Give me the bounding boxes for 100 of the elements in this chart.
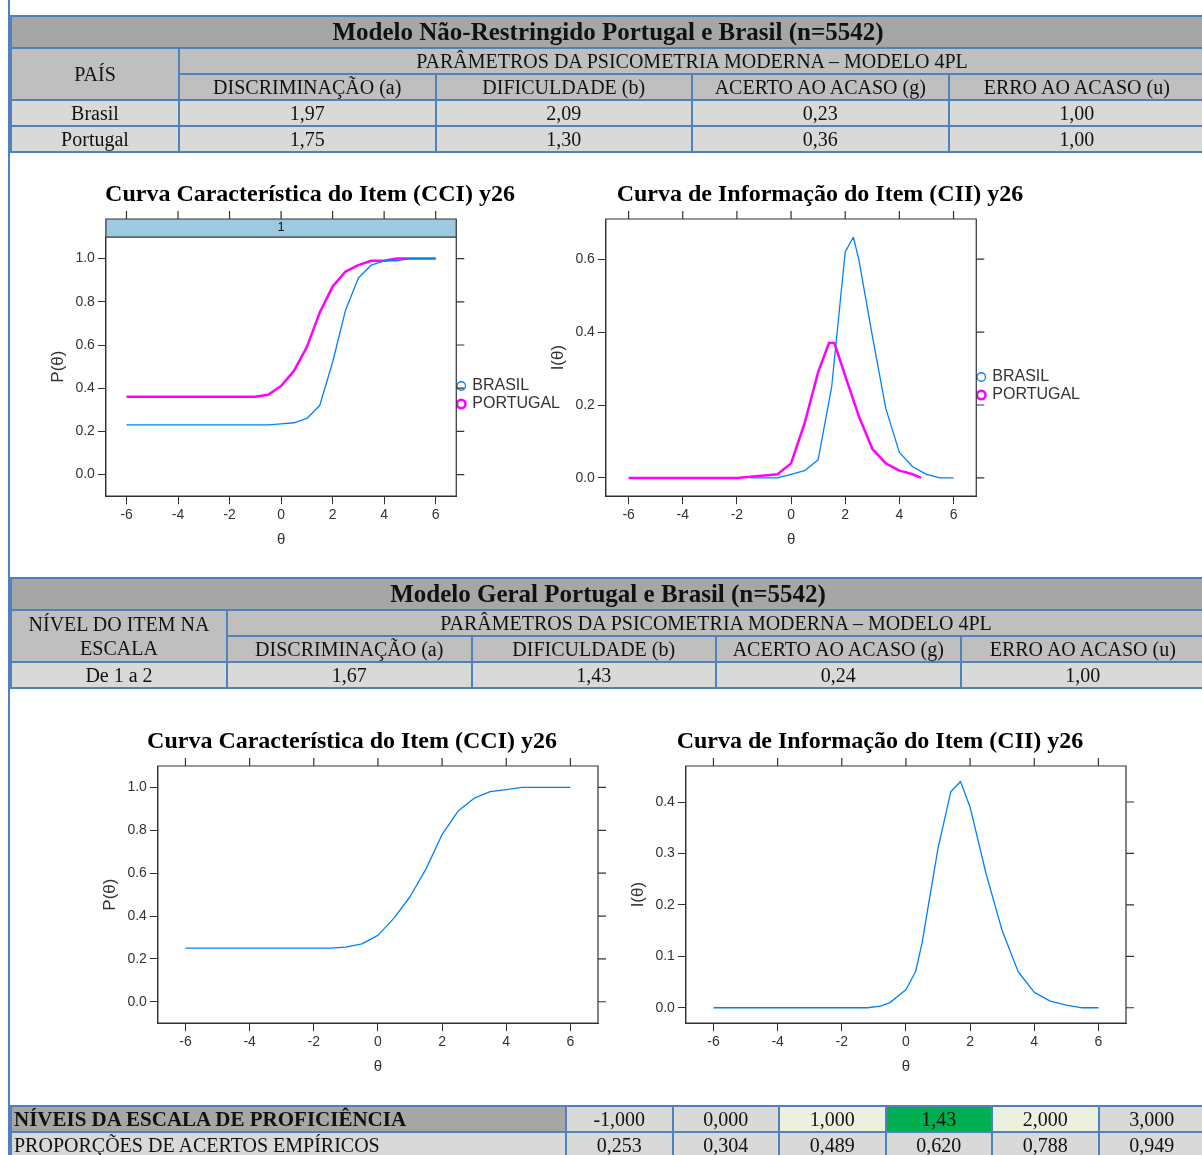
y-tick-label: 0.4 [575,322,596,339]
y-tick-label: 0.6 [127,864,148,881]
text: 1,00 [1059,128,1095,150]
legend-label: BRASIL [992,367,1050,385]
legend-label: PORTUGAL [992,385,1081,403]
text: Modelo Geral Portugal e Brasil (n=5542) [11,578,1202,610]
x-tick-label: 6 [949,506,958,523]
text: 0,304 [703,1134,749,1155]
x-tick-label: -4 [171,506,185,523]
text: 0,788 [1022,1134,1068,1155]
x-tick-label: -4 [676,506,690,523]
category-label: DISCRIMINAÇÃO (a) [179,74,436,100]
category-label: Brasil [71,102,119,124]
category-label: ERRO AO ACASO (u) [960,636,1202,662]
x-tick-label: 0 [374,1033,383,1050]
y-axis-title: I(θ) [547,344,567,371]
text: PAÍS [11,48,179,100]
x-tick-label: -6 [179,1033,192,1050]
text: 0,489 [809,1134,855,1155]
text: 0,24 [820,664,856,686]
x-axis-title: θ [901,1057,911,1075]
text: 1,43 [576,664,612,686]
category-label: ERRO AO ACASO (u) [948,74,1202,100]
y-tick-label: 0.0 [655,998,676,1015]
category-label: DIFICULDADE (b) [471,636,716,662]
x-tick-label: 2 [966,1033,975,1050]
text: 0,000 [703,1108,749,1130]
text: 0,36 [802,128,838,150]
x-tick-label: 2 [328,506,337,523]
x-tick-label: -4 [243,1033,257,1050]
chart-title: Curva Característica do Item (CCI) y26 [146,727,558,754]
y-tick-label: 0.4 [127,906,148,923]
x-tick-label: -4 [771,1033,785,1050]
x-axis-title: θ [276,530,286,548]
y-tick-label: 0.8 [127,821,148,838]
text: 0,949 [1129,1134,1175,1155]
legend-label: BRASIL [472,376,530,394]
x-tick-label: 0 [787,506,796,523]
y-tick-label: 1.0 [127,778,148,795]
category-label: DIFICULDADE (b) [435,74,692,100]
y-tick-label: 0.0 [75,465,96,482]
text: 2,09 [546,102,582,124]
chart-title: Curva de Informação do Item (CII) y26 [675,727,1085,754]
x-tick-label: -2 [730,506,744,523]
y-tick-label: 0.8 [75,292,96,309]
x-tick-label: -6 [622,506,636,523]
category-label: Portugal [61,128,129,150]
y-tick-label: 0.4 [655,792,676,809]
text: 3,000 [1129,1108,1175,1130]
y-tick-label: 1.0 [75,249,96,266]
category-label: DISCRIMINAÇÃO (a) [227,636,472,662]
x-axis-title: θ [373,1057,383,1075]
text: 1,75 [289,128,325,150]
x-tick-label: 2 [438,1033,447,1050]
x-tick-label: -6 [120,506,133,523]
y-tick-label: 0.1 [655,947,676,964]
x-tick-label: 4 [380,506,389,523]
y-tick-label: 0.2 [655,895,676,912]
category-label: NÍVEIS DA ESCALA DE PROFICIÊNCIA [14,1107,407,1131]
text: 0,253 [596,1134,642,1155]
text: 1,67 [331,664,367,686]
x-tick-label: 4 [895,506,904,523]
text: NÍVEL DO ITEM NA ESCALA [11,610,227,662]
y-axis-title: P(θ) [99,878,119,911]
text: 0,23 [802,102,838,124]
y-tick-label: 0.2 [127,949,148,966]
x-tick-label: 2 [841,506,850,523]
text: 1,97 [289,102,325,124]
x-tick-label: -2 [307,1033,321,1050]
text: 1,43 [921,1108,957,1130]
x-tick-label: 6 [431,506,440,523]
x-tick-label: 0 [902,1033,911,1050]
x-tick-label: -2 [835,1033,849,1050]
text: 2,000 [1022,1108,1068,1130]
x-tick-label: 4 [502,1033,511,1050]
text: PARÂMETROS DA PSICOMETRIA MODERNA – MODELO 4PL [179,48,1202,74]
text: 0,620 [916,1134,962,1155]
chart-title: Curva de Informação do Item (CII) y26 [615,180,1025,207]
text: PARÂMETROS DA PSICOMETRIA MODERNA – MODELO 4PL [227,610,1202,636]
chart-subtitle: 1 [277,220,285,235]
x-axis-title: θ [786,530,796,548]
text: 1,00 [1059,102,1095,124]
x-tick-label: 6 [566,1033,575,1050]
y-axis-title: I(θ) [627,881,647,908]
y-tick-label: 0.3 [655,844,676,861]
x-tick-label: -2 [223,506,236,523]
text: -1,000 [593,1108,646,1130]
y-tick-label: 0.4 [75,379,96,396]
text: 1,30 [546,128,582,150]
category-label: ACERTO AO ACASO (g) [692,74,949,100]
y-tick-label: 0.0 [127,992,148,1009]
y-axis-title: P(θ) [47,350,67,383]
y-tick-label: 0.2 [575,395,596,412]
x-tick-label: 6 [1094,1033,1103,1050]
y-tick-label: 0.0 [575,468,596,485]
legend-label: PORTUGAL [472,394,561,412]
category-label: De 1 a 2 [85,664,153,686]
x-tick-label: -6 [707,1033,720,1050]
y-tick-label: 0.6 [75,335,96,352]
category-label: ACERTO AO ACASO (g) [716,636,961,662]
